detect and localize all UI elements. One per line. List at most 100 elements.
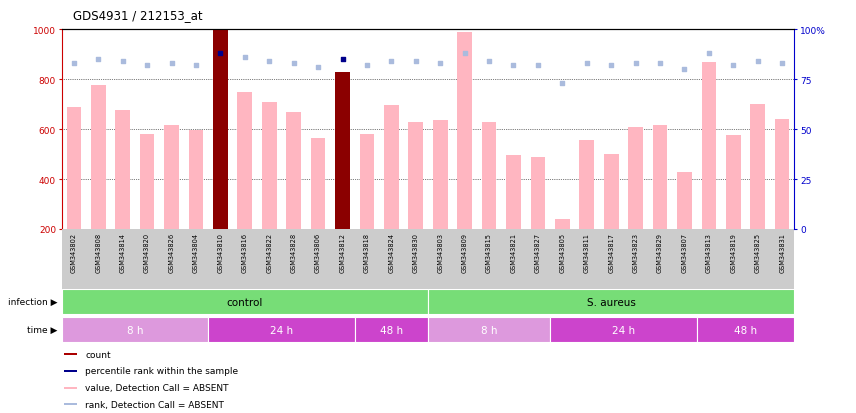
Point	[189, 62, 203, 69]
Bar	[360, 135, 374, 230]
Bar	[164, 126, 179, 230]
Point	[238, 55, 252, 61]
Bar	[67, 107, 81, 230]
Text: GSM343805: GSM343805	[559, 233, 565, 273]
Text: 8 h: 8 h	[481, 325, 497, 335]
Bar	[64, 353, 77, 355]
Point	[458, 50, 472, 57]
Point	[653, 61, 667, 67]
Bar	[408, 122, 423, 230]
Bar	[433, 121, 448, 230]
Bar	[482, 122, 496, 230]
Text: value, Detection Call = ABSENT: value, Detection Call = ABSENT	[86, 383, 229, 392]
Bar	[653, 126, 668, 230]
Bar	[428, 317, 550, 342]
Text: 24 h: 24 h	[270, 325, 293, 335]
Point	[409, 59, 423, 65]
Text: GSM343815: GSM343815	[486, 233, 492, 272]
Bar	[751, 105, 765, 230]
Text: GSM343802: GSM343802	[71, 233, 77, 273]
Bar	[384, 106, 399, 230]
Point	[702, 50, 716, 57]
Bar	[336, 72, 350, 230]
Bar	[677, 172, 692, 230]
Text: GSM343822: GSM343822	[266, 233, 272, 273]
Point	[116, 59, 129, 65]
Text: GSM343806: GSM343806	[315, 233, 321, 273]
Text: GSM343814: GSM343814	[120, 233, 126, 272]
Text: GSM343820: GSM343820	[144, 233, 150, 273]
Bar	[775, 120, 789, 230]
Point	[556, 81, 569, 87]
Point	[67, 61, 80, 67]
Point	[336, 57, 349, 63]
Text: GSM343809: GSM343809	[461, 233, 467, 272]
Text: GSM343804: GSM343804	[193, 233, 199, 273]
Text: GSM343829: GSM343829	[657, 233, 663, 272]
Text: GSM343827: GSM343827	[535, 233, 541, 273]
Point	[580, 61, 593, 67]
Bar	[697, 317, 794, 342]
Text: GDS4931 / 212153_at: GDS4931 / 212153_at	[73, 9, 202, 22]
Point	[507, 62, 520, 69]
Text: GSM343825: GSM343825	[755, 233, 761, 273]
Text: GSM343803: GSM343803	[437, 233, 443, 272]
Bar	[506, 156, 520, 230]
Point	[164, 61, 178, 67]
Bar	[188, 131, 203, 230]
Text: GSM343810: GSM343810	[217, 233, 223, 272]
Point	[531, 62, 544, 69]
Bar	[140, 135, 154, 230]
Text: GSM343813: GSM343813	[706, 233, 712, 272]
Text: 24 h: 24 h	[612, 325, 635, 335]
Bar	[116, 111, 130, 230]
Point	[482, 59, 496, 65]
Text: GSM343807: GSM343807	[681, 233, 687, 273]
Text: GSM343816: GSM343816	[241, 233, 248, 272]
Text: control: control	[227, 297, 263, 307]
Point	[384, 59, 398, 65]
Text: GSM343830: GSM343830	[413, 233, 419, 272]
Point	[751, 59, 764, 65]
Point	[213, 50, 227, 57]
Point	[92, 57, 105, 63]
Bar	[64, 370, 77, 372]
Bar	[287, 112, 301, 230]
Text: 48 h: 48 h	[734, 325, 757, 335]
Text: GSM343812: GSM343812	[340, 233, 346, 272]
Text: time ▶: time ▶	[27, 325, 57, 334]
Bar	[354, 317, 428, 342]
Bar	[213, 30, 228, 230]
Text: GSM343831: GSM343831	[779, 233, 785, 272]
Bar	[311, 138, 325, 230]
Bar	[64, 404, 77, 405]
Text: GSM343828: GSM343828	[291, 233, 297, 273]
Bar	[237, 92, 253, 230]
Bar	[726, 136, 740, 230]
Point	[629, 61, 643, 67]
Text: GSM343824: GSM343824	[389, 233, 395, 273]
Text: percentile rank within the sample: percentile rank within the sample	[86, 366, 238, 375]
Text: GSM343823: GSM343823	[633, 233, 639, 272]
Text: GSM343826: GSM343826	[169, 233, 175, 273]
Point	[678, 66, 692, 73]
Bar	[550, 317, 697, 342]
Text: GSM343818: GSM343818	[364, 233, 370, 272]
Point	[263, 59, 276, 65]
Text: rank, Detection Call = ABSENT: rank, Detection Call = ABSENT	[86, 400, 224, 409]
Bar	[628, 127, 643, 230]
Bar	[580, 141, 594, 230]
Bar	[91, 86, 105, 230]
Text: 48 h: 48 h	[380, 325, 403, 335]
Point	[433, 61, 447, 67]
Bar	[428, 289, 794, 314]
Bar	[62, 289, 428, 314]
Point	[360, 62, 374, 69]
Point	[727, 62, 740, 69]
Bar	[262, 102, 276, 230]
Point	[312, 64, 325, 71]
Bar	[531, 157, 545, 230]
Text: count: count	[86, 350, 110, 358]
Bar	[555, 219, 569, 230]
Text: GSM343808: GSM343808	[95, 233, 101, 273]
